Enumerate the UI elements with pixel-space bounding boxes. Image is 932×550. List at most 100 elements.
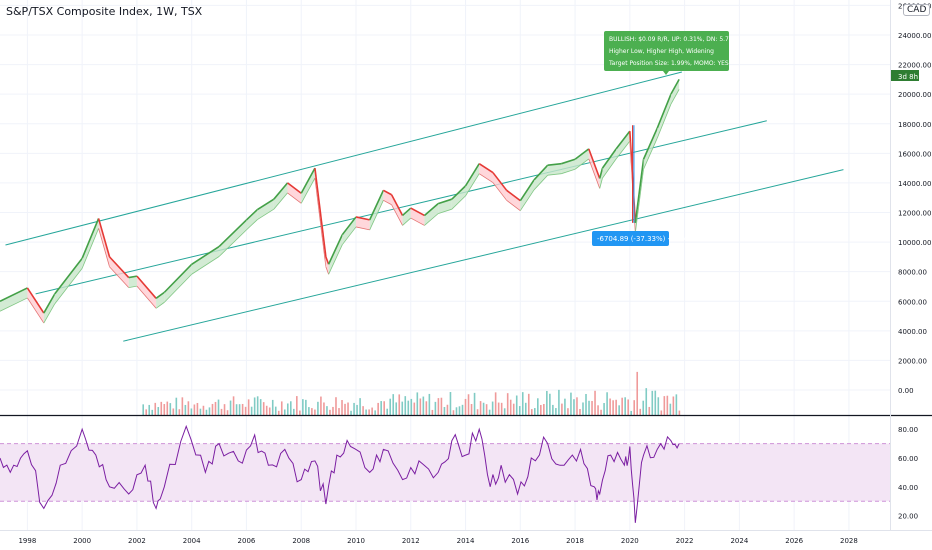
time-tick-label: 2016 (511, 537, 529, 545)
volume-bar (530, 409, 533, 415)
cloud-segment (287, 182, 302, 204)
volume-bar (259, 399, 262, 415)
volume-bar (594, 390, 596, 415)
volume-bar (452, 410, 455, 415)
volume-bar (286, 403, 289, 415)
volume-bar (521, 392, 524, 415)
rsi-tick-label: 20.00 (898, 513, 918, 521)
volume-bar (277, 410, 280, 415)
volume-bar (223, 404, 226, 415)
volume-bar (576, 397, 578, 415)
volume-bar (184, 404, 187, 415)
cloud-segment (273, 182, 288, 210)
time-tick-label: 2006 (238, 537, 256, 545)
volume-bar (434, 401, 437, 415)
volume-bar (422, 396, 425, 415)
trail-segment (643, 138, 658, 170)
cloud-segment (109, 256, 129, 288)
volume-bar (561, 403, 563, 415)
trail-segment (325, 266, 329, 275)
price-segment (81, 218, 100, 259)
cloud-segment (670, 79, 680, 105)
price-segment (437, 198, 453, 205)
price-tick-label: 10000.00 (898, 239, 931, 247)
volume-bar (323, 402, 325, 415)
volume-bar (543, 403, 545, 415)
volume-bar (567, 408, 569, 415)
price-segment (97, 218, 111, 258)
volume-bar (639, 408, 642, 415)
trail-segment (615, 140, 631, 160)
volume-bar (148, 404, 151, 415)
volume-bar (166, 401, 169, 415)
volume-bar (356, 404, 358, 415)
price-segment (598, 167, 604, 179)
volume-bar (262, 402, 265, 415)
volume-bar (633, 400, 636, 415)
trail-segment (670, 89, 680, 105)
cloud-segment (27, 287, 44, 324)
volume-bar (305, 399, 307, 415)
volume-bar (527, 393, 530, 415)
cloud-segment (191, 246, 220, 275)
volume-bar (302, 399, 304, 415)
volume-bar (401, 401, 404, 415)
volume-bar (446, 404, 449, 415)
volume-bar (214, 401, 217, 415)
volume-bar (431, 409, 434, 415)
volume-bar (467, 394, 470, 415)
cloud-segment (479, 163, 493, 183)
cloud-segment (219, 219, 247, 257)
volume-bar (534, 408, 536, 415)
volume-bar (458, 406, 461, 415)
volume-bar (341, 400, 343, 415)
price-segment (273, 182, 289, 200)
rsi-tick-label: 80.00 (898, 426, 918, 434)
volume-bar (485, 404, 488, 415)
currency-badge[interactable]: CAD (903, 4, 931, 16)
volume-bar (612, 400, 614, 415)
price-segment (506, 189, 521, 202)
volume-bar (564, 398, 566, 415)
price-segment (615, 130, 631, 150)
rsi-tick-label: 60.00 (898, 455, 918, 463)
trail-segment (300, 177, 316, 204)
volume-bar (407, 400, 410, 415)
trail-segment (547, 173, 562, 176)
price-segment (390, 194, 404, 216)
volume-bar (154, 402, 157, 415)
volume-bar (642, 400, 645, 415)
volume-bar (163, 404, 166, 415)
cloud-segment (602, 148, 617, 179)
trail-segment (506, 199, 521, 211)
price-segment (0, 287, 28, 302)
cloud-segment (402, 208, 411, 226)
trail-segment (164, 273, 192, 303)
volume-bar (624, 397, 626, 415)
time-tick-label: 2028 (840, 537, 858, 545)
volume-bar (368, 409, 370, 415)
volume-bar (455, 407, 458, 415)
price-series (0, 78, 680, 324)
price-segment (300, 167, 316, 194)
price-segment (245, 208, 258, 221)
time-tick-label: 2004 (183, 537, 201, 545)
trail-segment (27, 297, 45, 324)
volume-bar (202, 405, 205, 415)
tooltip-line-2: Higher Low, Higher High, Widening (609, 48, 714, 55)
price-segment (218, 219, 248, 248)
volume-bar (293, 408, 295, 415)
cloud-segment (643, 128, 658, 170)
trail-segment (328, 244, 343, 275)
volume-bar (253, 397, 256, 415)
trail-segment (519, 189, 535, 211)
volume-bar (428, 393, 431, 415)
volume-bar (621, 397, 623, 415)
volume-bar (365, 409, 367, 415)
trail-segment (634, 169, 644, 233)
cloud-segment (164, 264, 192, 303)
volume-bar (229, 400, 232, 415)
volume-bar (241, 403, 244, 415)
volume-bar (338, 408, 340, 415)
